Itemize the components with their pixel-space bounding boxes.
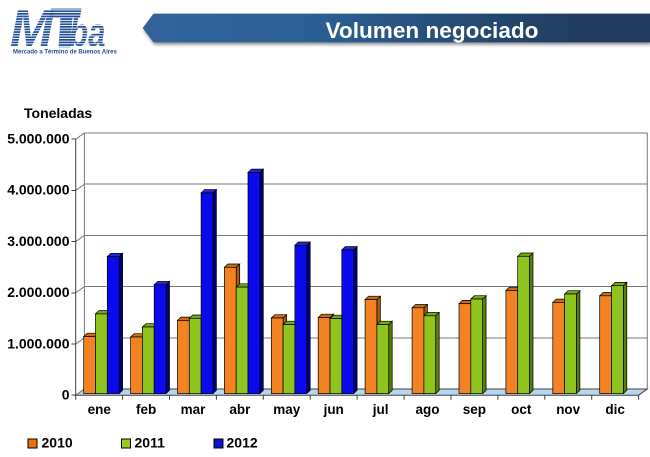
svg-text:2012: 2012 — [227, 435, 258, 451]
svg-text:jul: jul — [372, 402, 389, 417]
svg-text:4.000.000: 4.000.000 — [7, 182, 69, 198]
svg-text:ba: ba — [69, 10, 105, 55]
svg-text:jun: jun — [323, 402, 344, 417]
svg-text:0: 0 — [62, 387, 70, 403]
svg-text:5.000.000: 5.000.000 — [7, 131, 69, 147]
svg-text:1.000.000: 1.000.000 — [7, 335, 69, 351]
svg-text:mar: mar — [181, 402, 207, 417]
svg-text:feb: feb — [136, 402, 156, 417]
svg-text:2011: 2011 — [135, 435, 166, 451]
svg-text:sep: sep — [463, 402, 486, 417]
svg-text:dic: dic — [605, 402, 625, 417]
svg-text:abr: abr — [229, 402, 251, 417]
svg-text:Mercado a Término de Buenos Ai: Mercado a Término de Buenos Aires — [13, 50, 117, 56]
svg-text:oct: oct — [511, 402, 532, 417]
svg-text:Toneladas: Toneladas — [24, 105, 92, 121]
svg-text:2010: 2010 — [42, 435, 73, 451]
svg-text:ago: ago — [415, 402, 439, 417]
svg-text:nov: nov — [556, 402, 580, 417]
svg-text:Volumen negociado: Volumen negociado — [326, 18, 539, 43]
svg-text:2.000.000: 2.000.000 — [7, 284, 69, 300]
svg-text:may: may — [273, 402, 301, 417]
svg-text:M: M — [10, 0, 55, 58]
svg-text:3.000.000: 3.000.000 — [7, 233, 69, 249]
svg-text:ene: ene — [88, 402, 112, 417]
